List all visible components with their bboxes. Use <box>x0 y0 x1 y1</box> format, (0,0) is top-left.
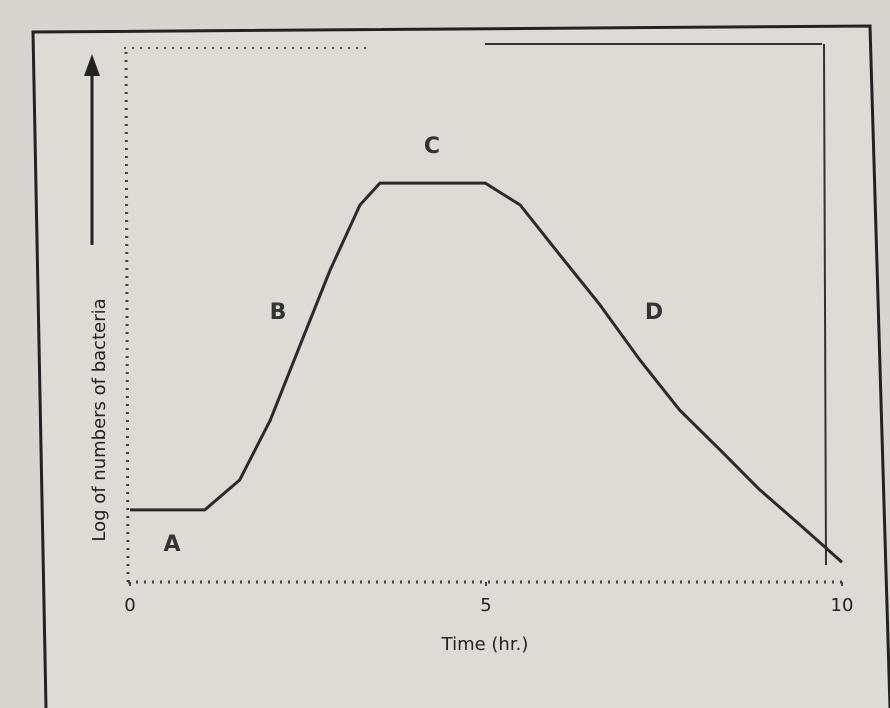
y-axis <box>124 51 130 583</box>
growth-curve <box>130 181 843 564</box>
x-axis-label: Time (hr.) <box>441 634 529 655</box>
phase-label: C <box>424 134 440 159</box>
y-arrow-head <box>84 54 100 76</box>
y-axis-label: Log of numbers of bacteria <box>89 298 110 541</box>
frame <box>31 24 890 708</box>
x-tick-label: 10 <box>831 595 854 616</box>
x-tick-label: 0 <box>124 595 135 616</box>
phase-label: B <box>270 300 287 325</box>
x-tick-label: 5 <box>480 595 491 616</box>
phase-label: A <box>163 532 180 557</box>
phase-label: D <box>645 300 663 325</box>
right-border <box>823 43 827 566</box>
